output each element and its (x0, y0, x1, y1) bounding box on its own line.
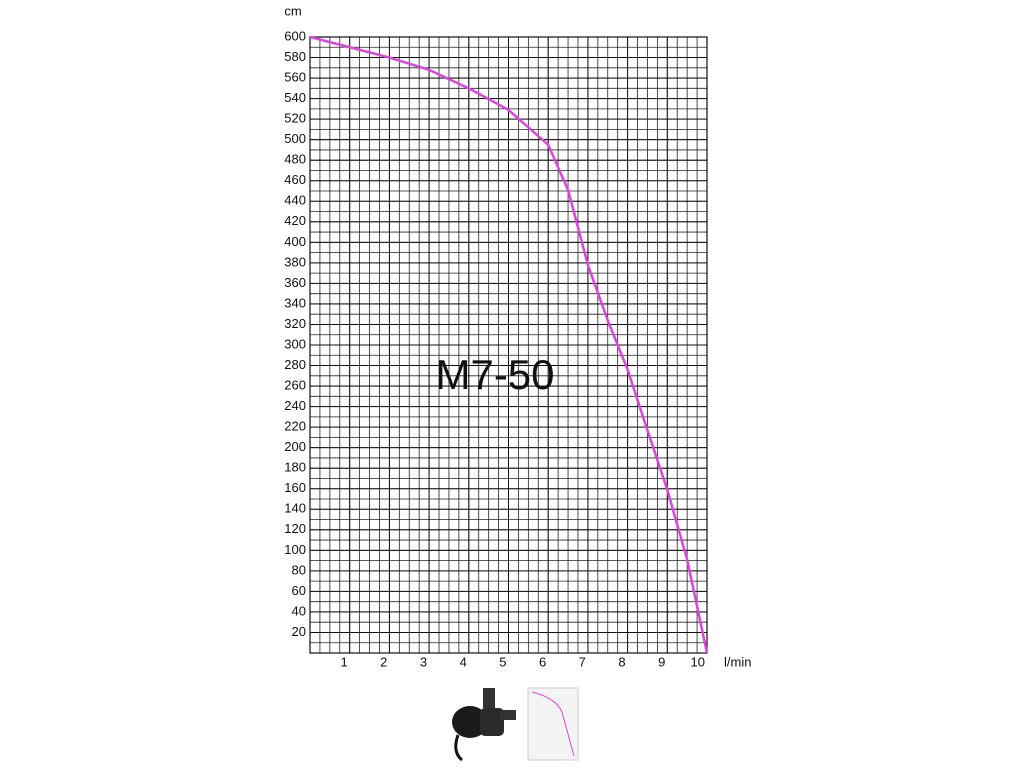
y-tick-label: 580 (284, 49, 306, 64)
y-tick-label: 520 (284, 111, 306, 126)
y-tick-label: 500 (284, 131, 306, 146)
y-tick-label: 280 (284, 357, 306, 372)
y-tick-label: 600 (284, 28, 306, 43)
x-tick-label: 6 (539, 654, 546, 669)
series-line (309, 35, 709, 654)
x-tick-label: 1 (340, 654, 347, 669)
y-tick-label: 460 (284, 172, 306, 187)
pump-head (480, 708, 504, 736)
thumb-curve (531, 691, 575, 757)
y-tick-label: 380 (284, 254, 306, 269)
y-tick-label: 420 (284, 213, 306, 228)
pump-body (452, 706, 488, 738)
y-tick-label: 320 (284, 316, 306, 331)
y-tick-label: 220 (284, 419, 306, 434)
y-tick-label: 100 (284, 542, 306, 557)
annotation: M7-50 (435, 351, 554, 398)
chart-thumbnail[interactable] (527, 687, 579, 761)
x-tick-label: 10 (691, 654, 705, 669)
y-tick-label: 140 (284, 501, 306, 516)
y-tick-label: 80 (292, 562, 306, 577)
x-tick-label: 9 (658, 654, 665, 669)
x-tick-label: 3 (420, 654, 427, 669)
y-tick-label: 340 (284, 295, 306, 310)
pump-thumbnail[interactable] (445, 688, 517, 762)
y-tick-label: 400 (284, 234, 306, 249)
y-tick-label: 180 (284, 460, 306, 475)
y-tick-label: 120 (284, 521, 306, 536)
x-tick-label: 8 (618, 654, 625, 669)
x-tick-label: 4 (460, 654, 467, 669)
pump-cable (454, 734, 464, 762)
x-tick-label: 5 (499, 654, 506, 669)
y-tick-label: 260 (284, 378, 306, 393)
y-tick-label: 20 (292, 624, 306, 639)
pump-inlet (500, 710, 516, 720)
x-tick-label: 2 (380, 654, 387, 669)
thumb-frame (527, 687, 579, 761)
y-axis-label: cm (284, 3, 301, 18)
y-tick-label: 480 (284, 152, 306, 167)
y-tick-label: 200 (284, 439, 306, 454)
y-tick-label: 540 (284, 90, 306, 105)
y-tick-label: 160 (284, 480, 306, 495)
y-tick-label: 440 (284, 193, 306, 208)
y-tick-label: 560 (284, 70, 306, 85)
x-axis-label: l/min (724, 654, 751, 669)
y-tick-label: 40 (292, 603, 306, 618)
pump-outlet (483, 688, 495, 708)
y-tick-label: 60 (292, 583, 306, 598)
x-tick-label: 7 (579, 654, 586, 669)
y-tick-label: 300 (284, 336, 306, 351)
y-tick-label: 360 (284, 275, 306, 290)
y-tick-label: 240 (284, 398, 306, 413)
